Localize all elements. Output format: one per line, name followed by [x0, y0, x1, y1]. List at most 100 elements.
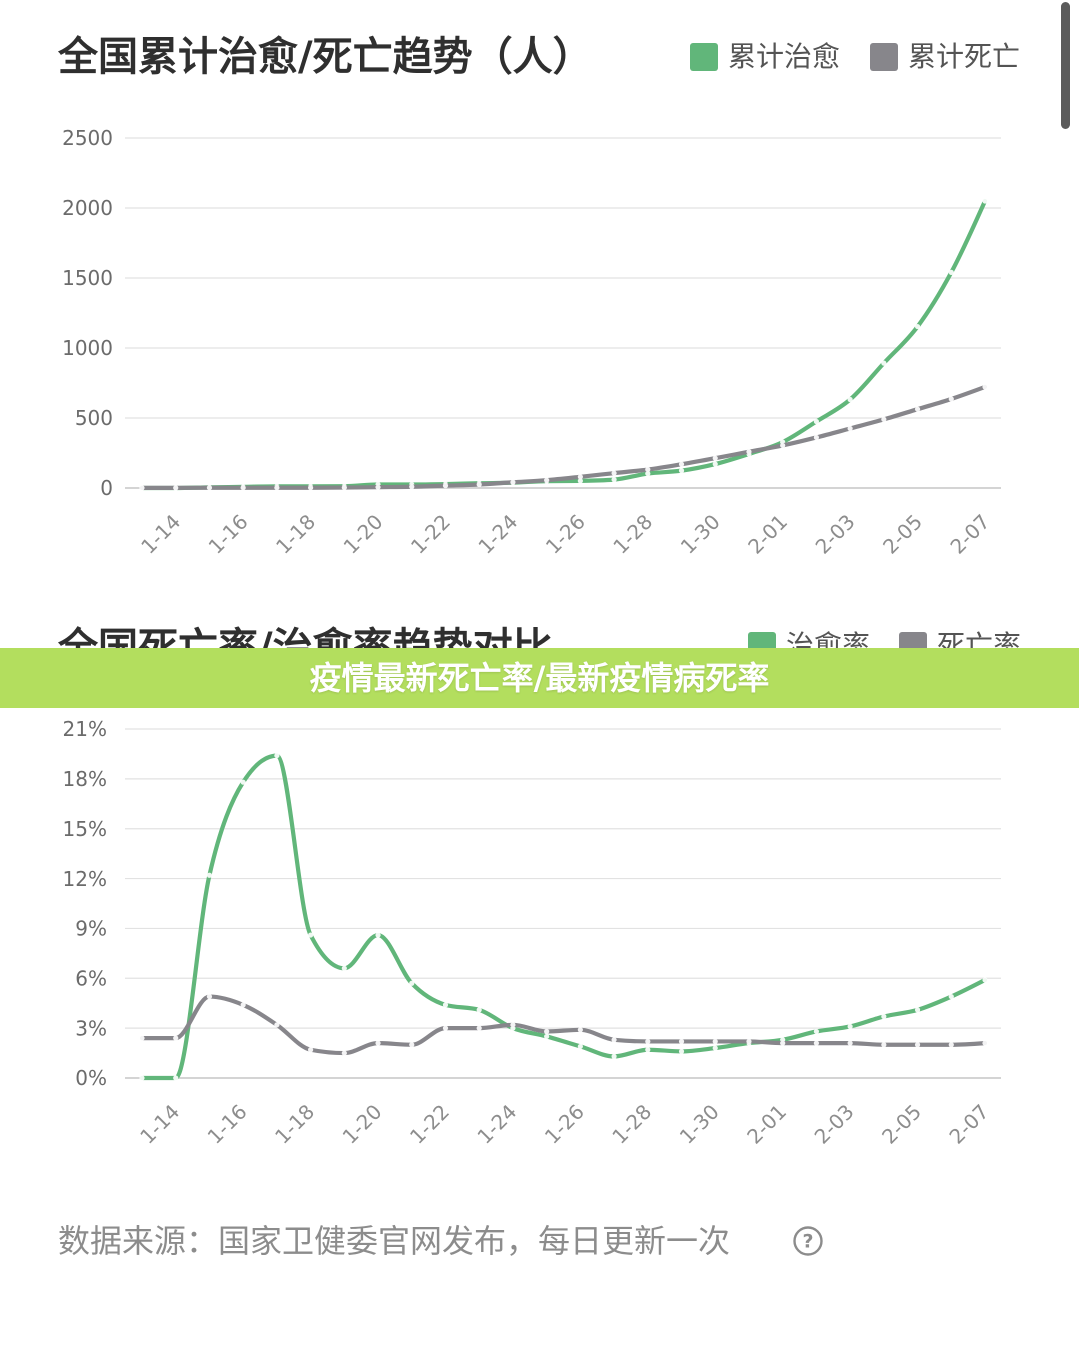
- cured-point: [881, 360, 887, 366]
- x-tick-label: 1-26: [540, 1100, 589, 1149]
- cure-rate-point: [274, 752, 280, 759]
- x-tick-label: 1-16: [204, 510, 253, 559]
- legend-item-deaths[interactable]: 累计死亡: [870, 41, 1020, 73]
- death-rate-point: [173, 1035, 179, 1041]
- death-rate-point: [948, 1042, 954, 1048]
- cure-rate-point: [678, 1048, 685, 1055]
- question-circle-icon[interactable]: ?: [793, 1226, 823, 1256]
- deaths-point: [274, 485, 280, 491]
- cure-rate-point: [982, 977, 988, 983]
- cure-rate-point: [308, 932, 314, 938]
- y-tick-label: 15%: [63, 817, 107, 841]
- y-tick-label: 9%: [75, 917, 107, 941]
- deaths-point: [645, 466, 651, 473]
- chart-title: 全国累计治愈/死亡趋势（人）: [58, 34, 593, 80]
- y-tick-label: 2000: [62, 196, 113, 220]
- deaths-point: [780, 442, 786, 449]
- x-tick-label: 2-03: [811, 510, 860, 559]
- deaths-point: [544, 477, 550, 483]
- data-source-note: 数据来源：国家卫健委官网发布，每日更新一次: [58, 1222, 731, 1260]
- cure-rate-point: [341, 965, 347, 971]
- grid: [125, 137, 1001, 489]
- x-tick-label: 1-28: [607, 1100, 656, 1149]
- x-tick-label: 1-22: [405, 1100, 454, 1149]
- y-tick-label: 1500: [62, 266, 113, 290]
- deaths-point: [409, 484, 415, 490]
- deaths-point: [577, 474, 583, 480]
- death-rate-series: [139, 993, 988, 1056]
- deaths-point: [442, 483, 449, 489]
- legend-label: 累计死亡: [908, 40, 1021, 73]
- y-tick-label: 1000: [62, 336, 113, 360]
- y-tick-label: 3%: [75, 1016, 107, 1040]
- cured-point: [982, 198, 988, 204]
- deaths-point: [678, 461, 685, 467]
- cure-rate-point: [544, 1033, 550, 1040]
- cure-rate-point: [173, 1075, 179, 1081]
- x-tick-label: 1-16: [203, 1100, 252, 1149]
- scrollbar-thumb[interactable]: [1061, 2, 1070, 129]
- cured-point: [678, 468, 685, 474]
- x-tick-label: 1-14: [135, 1100, 184, 1149]
- death-rate-point: [375, 1040, 381, 1046]
- headline-banner: 疫情最新死亡率/最新疫情病死率: [0, 648, 1079, 708]
- death-rate-point: [442, 1025, 449, 1031]
- cured-line: [139, 198, 988, 491]
- death-rate-point: [780, 1040, 786, 1046]
- cure-rate-point: [881, 1013, 887, 1020]
- x-tick-label: 2-05: [878, 510, 927, 559]
- death-rate-point: [577, 1027, 583, 1033]
- deaths-point: [948, 396, 954, 402]
- y-tick-label: 18%: [63, 767, 107, 791]
- deaths-point: [173, 485, 179, 491]
- death-rate-point: [813, 1040, 820, 1046]
- y-tick-label: 0%: [75, 1066, 107, 1090]
- cure-rate-line: [139, 753, 988, 1081]
- death-rate-point: [847, 1040, 853, 1046]
- deaths-point: [813, 434, 820, 441]
- y-tick-label: 21%: [63, 717, 107, 741]
- x-tick-label: 2-01: [743, 510, 792, 559]
- death-rate-point: [341, 1050, 347, 1056]
- death-rate-point: [274, 1022, 280, 1028]
- x-tick-label: 1-20: [339, 510, 388, 559]
- x-tick-label: 2-03: [810, 1100, 859, 1149]
- cured-point: [847, 396, 853, 403]
- cure-rate-point: [442, 1002, 449, 1008]
- y-tick-label: 0: [100, 476, 113, 500]
- cured-series: [139, 198, 988, 491]
- x-tick-label: 1-30: [675, 1100, 724, 1149]
- legend-label: 累计治愈: [728, 40, 841, 73]
- deaths-point: [476, 481, 482, 488]
- cure-rate-point: [712, 1045, 718, 1051]
- cure-rate-point: [206, 872, 213, 878]
- deaths-point: [847, 425, 853, 432]
- deaths-point: [240, 485, 246, 491]
- deaths-line: [139, 384, 988, 490]
- deaths-point: [375, 484, 381, 490]
- cure-rate-point: [948, 993, 954, 1000]
- legend-item-cured[interactable]: 累计治愈: [690, 41, 840, 73]
- death-rate-point: [982, 1040, 988, 1046]
- death-rate-point: [409, 1042, 415, 1048]
- x-tick-label: 1-22: [406, 510, 455, 559]
- legend-swatch-deaths: [870, 43, 898, 71]
- cured-point: [914, 323, 921, 330]
- x-tick-label: 2-01: [742, 1100, 791, 1149]
- death-rate-point: [510, 1022, 516, 1028]
- cure-rate-point: [847, 1023, 853, 1030]
- deaths-point: [712, 455, 718, 461]
- cure-rate-point: [375, 932, 381, 938]
- cured-point: [611, 477, 617, 483]
- deaths-series: [139, 384, 988, 491]
- banner-text: 疫情最新死亡率/最新疫情病死率: [309, 659, 770, 697]
- x-tick-label: 1-14: [136, 510, 185, 559]
- death-rate-point: [476, 1025, 482, 1031]
- y-tick-label: 12%: [63, 867, 107, 891]
- cured-point: [813, 418, 820, 425]
- x-tick-label: 1-26: [541, 510, 590, 559]
- deaths-point: [510, 479, 516, 485]
- death-rate-point: [712, 1038, 718, 1045]
- death-rate-point: [308, 1047, 314, 1053]
